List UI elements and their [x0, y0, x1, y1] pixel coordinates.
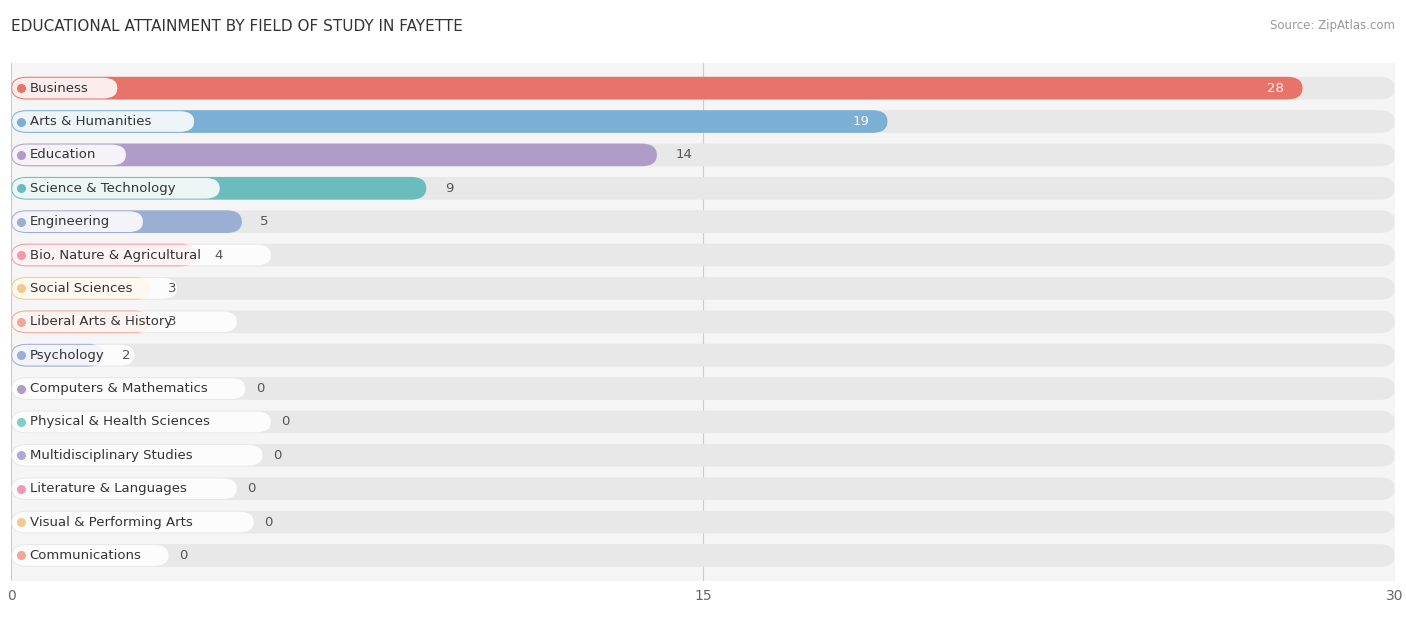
FancyBboxPatch shape — [13, 278, 177, 298]
FancyBboxPatch shape — [11, 143, 657, 166]
Text: 14: 14 — [675, 148, 692, 162]
FancyBboxPatch shape — [13, 378, 245, 399]
Text: Business: Business — [30, 81, 89, 95]
FancyBboxPatch shape — [11, 110, 1395, 133]
Text: 28: 28 — [1267, 81, 1284, 95]
Text: 0: 0 — [247, 482, 256, 495]
Text: 0: 0 — [264, 516, 273, 529]
Text: Visual & Performing Arts: Visual & Performing Arts — [30, 516, 193, 529]
FancyBboxPatch shape — [11, 177, 426, 199]
FancyBboxPatch shape — [13, 111, 194, 132]
FancyBboxPatch shape — [11, 411, 1395, 433]
FancyBboxPatch shape — [11, 544, 1395, 567]
Text: 3: 3 — [169, 282, 177, 295]
FancyBboxPatch shape — [13, 144, 127, 165]
Text: 0: 0 — [281, 415, 290, 428]
Text: Engineering: Engineering — [30, 215, 110, 228]
Text: 3: 3 — [169, 316, 177, 328]
Text: 0: 0 — [273, 449, 281, 462]
Text: 0: 0 — [179, 549, 187, 562]
Text: 4: 4 — [214, 249, 222, 261]
FancyBboxPatch shape — [11, 177, 1395, 199]
FancyBboxPatch shape — [11, 510, 1395, 533]
FancyBboxPatch shape — [11, 310, 1395, 333]
FancyBboxPatch shape — [11, 143, 1395, 166]
Text: 5: 5 — [260, 215, 269, 228]
FancyBboxPatch shape — [13, 445, 263, 466]
FancyBboxPatch shape — [11, 244, 195, 266]
FancyBboxPatch shape — [11, 310, 149, 333]
FancyBboxPatch shape — [11, 344, 1395, 367]
FancyBboxPatch shape — [13, 312, 236, 332]
Text: Multidisciplinary Studies: Multidisciplinary Studies — [30, 449, 193, 462]
Text: 19: 19 — [852, 115, 869, 128]
Text: Social Sciences: Social Sciences — [30, 282, 132, 295]
Text: Source: ZipAtlas.com: Source: ZipAtlas.com — [1270, 19, 1395, 32]
FancyBboxPatch shape — [11, 110, 887, 133]
FancyBboxPatch shape — [13, 245, 271, 266]
Text: Arts & Humanities: Arts & Humanities — [30, 115, 150, 128]
FancyBboxPatch shape — [11, 277, 149, 300]
FancyBboxPatch shape — [11, 377, 1395, 400]
Text: Psychology: Psychology — [30, 349, 104, 362]
FancyBboxPatch shape — [11, 77, 1395, 100]
Text: Education: Education — [30, 148, 96, 162]
Text: Communications: Communications — [30, 549, 142, 562]
FancyBboxPatch shape — [11, 244, 1395, 266]
FancyBboxPatch shape — [13, 411, 271, 432]
FancyBboxPatch shape — [13, 345, 135, 365]
Text: Literature & Languages: Literature & Languages — [30, 482, 187, 495]
Text: Science & Technology: Science & Technology — [30, 182, 176, 195]
FancyBboxPatch shape — [13, 178, 219, 199]
Text: Computers & Mathematics: Computers & Mathematics — [30, 382, 208, 395]
FancyBboxPatch shape — [13, 78, 117, 98]
Text: Liberal Arts & History: Liberal Arts & History — [30, 316, 172, 328]
FancyBboxPatch shape — [11, 478, 1395, 500]
Text: 0: 0 — [256, 382, 264, 395]
FancyBboxPatch shape — [11, 344, 104, 367]
FancyBboxPatch shape — [11, 277, 1395, 300]
Text: 2: 2 — [122, 349, 131, 362]
Text: 9: 9 — [444, 182, 453, 195]
FancyBboxPatch shape — [13, 478, 236, 499]
Text: Bio, Nature & Agricultural: Bio, Nature & Agricultural — [30, 249, 201, 261]
FancyBboxPatch shape — [11, 210, 242, 233]
FancyBboxPatch shape — [13, 512, 254, 533]
FancyBboxPatch shape — [11, 210, 1395, 233]
Text: Physical & Health Sciences: Physical & Health Sciences — [30, 415, 209, 428]
FancyBboxPatch shape — [11, 77, 1302, 100]
FancyBboxPatch shape — [11, 444, 1395, 467]
FancyBboxPatch shape — [13, 545, 169, 566]
FancyBboxPatch shape — [13, 211, 143, 232]
Text: EDUCATIONAL ATTAINMENT BY FIELD OF STUDY IN FAYETTE: EDUCATIONAL ATTAINMENT BY FIELD OF STUDY… — [11, 19, 463, 34]
